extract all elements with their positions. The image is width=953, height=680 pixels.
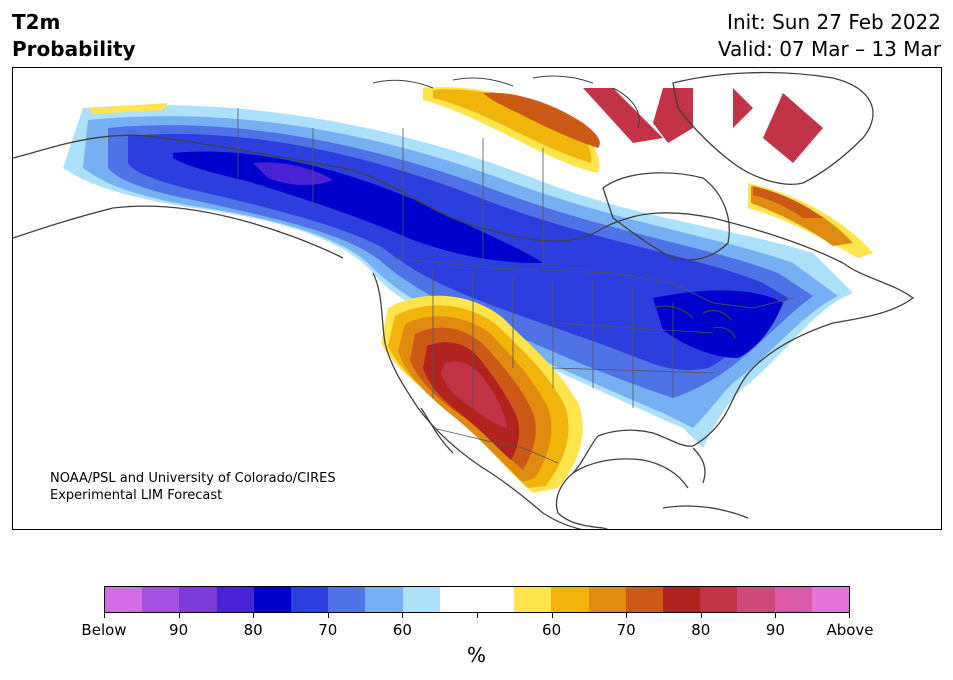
colorbar-tick <box>178 613 180 618</box>
colorbar <box>104 586 850 613</box>
colorbar-segment <box>216 587 254 612</box>
cold-anomaly-region <box>63 105 853 449</box>
colorbar-tick-label: 80 <box>243 621 263 639</box>
colorbar-segment <box>663 587 701 612</box>
colorbar-tick <box>849 613 850 618</box>
colorbar-segment <box>774 587 812 612</box>
cold-core-band <box>173 151 543 264</box>
map-panel: NOAA/PSL and University of Colorado/CIRE… <box>12 67 942 530</box>
colorbar-unit: % <box>467 643 487 667</box>
political-borders <box>237 108 794 464</box>
arctic-islands <box>372 75 640 129</box>
colorbar-tick-label: 90 <box>169 621 189 639</box>
colorbar-segment <box>291 587 329 612</box>
colorbar-tick-label: 60 <box>542 621 562 639</box>
colorbar-segment <box>700 587 738 612</box>
colorbar-segment <box>737 587 775 612</box>
colorbar-tick <box>775 613 777 618</box>
arctic-crimson-d <box>763 93 823 163</box>
colorbar-segment <box>514 587 552 612</box>
cold-core-east <box>653 290 783 358</box>
colorbar-tick <box>327 613 329 618</box>
us-canada-border <box>392 257 794 309</box>
arctic-rust-band <box>483 92 600 148</box>
valid-range: Valid: 07 Mar – 13 Mar <box>717 37 941 61</box>
colorbar-tick <box>700 613 702 618</box>
arctic-crimson-a <box>583 88 663 143</box>
colorbar-segment <box>551 587 589 612</box>
warm-crimson-core <box>441 361 507 428</box>
alaska-warm-patch <box>88 103 168 114</box>
attribution: NOAA/PSL and University of Colorado/CIRE… <box>50 470 336 504</box>
alaska-coast <box>13 205 344 259</box>
arctic-crimson-b <box>653 88 693 143</box>
colorbar-segment <box>179 587 217 612</box>
title-line-1: T2m <box>12 10 61 34</box>
attribution-line-1: NOAA/PSL and University of Colorado/CIRE… <box>50 471 336 486</box>
colorbar-tick <box>104 613 105 618</box>
attribution-line-2: Experimental LIM Forecast <box>50 488 223 503</box>
colorbar-tick <box>551 613 553 618</box>
gulf-coast <box>572 447 706 489</box>
colorbar-tick <box>402 613 404 618</box>
baja-coast <box>420 407 454 454</box>
colorbar-tick-label: 80 <box>691 621 711 639</box>
colorbar-segment <box>253 587 292 612</box>
arctic-crimson-c <box>733 88 753 128</box>
great-lakes <box>652 305 736 339</box>
colorbar-tick-label: 60 <box>392 621 412 639</box>
init-date: Init: Sun 27 Feb 2022 <box>727 10 941 34</box>
colorbar-tick <box>477 613 478 618</box>
warm-anomaly-arctic <box>423 87 873 258</box>
colorbar-segment <box>439 587 478 612</box>
province-lines <box>237 108 544 268</box>
colorbar-tick-label: 70 <box>616 621 636 639</box>
colorbar-segment <box>105 587 143 612</box>
cuba <box>662 505 749 519</box>
labrador-rust-band <box>753 186 823 218</box>
colorbar-segment <box>477 587 515 612</box>
greenland-outline <box>672 71 874 185</box>
arctic-gold-band <box>433 89 592 163</box>
colorbar-segment <box>811 587 850 612</box>
state-lines-east <box>552 280 714 408</box>
colorbar-segment <box>625 587 664 612</box>
pacific-coast <box>372 272 582 529</box>
colorbar-tick-label: 90 <box>765 621 785 639</box>
title-line-2: Probability <box>12 37 136 61</box>
us-mexico-border <box>432 427 559 464</box>
colorbar-segment <box>365 587 403 612</box>
forecast-map <box>13 71 915 529</box>
coastlines <box>13 71 915 529</box>
map-title: T2m Probability <box>12 9 136 63</box>
colorbar-tick <box>626 613 628 618</box>
colorbar-tick-label: 70 <box>318 621 338 639</box>
colorbar-segment <box>588 587 626 612</box>
state-lines-west <box>432 268 554 408</box>
north-america-coast <box>13 134 915 529</box>
colorbar-tick-label: Below <box>81 621 127 639</box>
hudson-bay <box>602 172 730 261</box>
colorbar-segment <box>142 587 180 612</box>
colorbar-segment <box>402 587 440 612</box>
colorbar-tick <box>253 613 255 618</box>
colorbar-segment <box>328 587 366 612</box>
forecast-dates: Init: Sun 27 Feb 2022 Valid: 07 Mar – 13… <box>718 9 941 63</box>
colorbar-tick-label: Above <box>826 621 874 639</box>
